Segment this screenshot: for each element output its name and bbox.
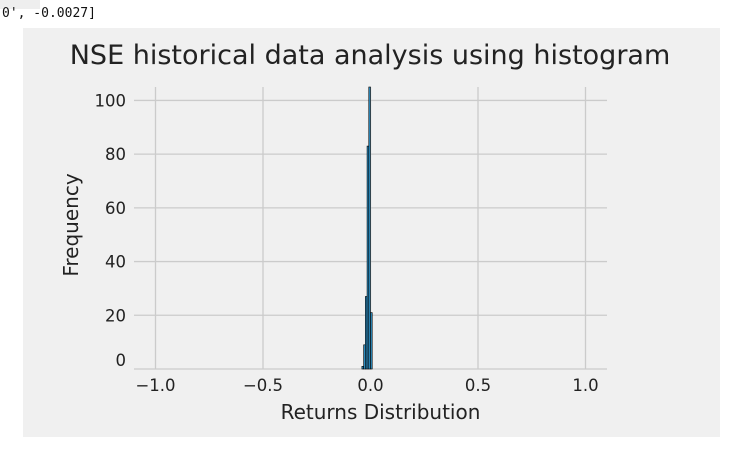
x-tick-label: 1.0 [572,376,598,395]
chart-title: NSE historical data analysis using histo… [70,40,671,71]
histogram-chart: NSE historical data analysis using histo… [23,28,720,437]
cell-output-text: 0', -0.0027] [2,6,96,21]
histogram-bar [370,312,373,370]
chart-svg: NSE historical data analysis using histo… [59,40,671,424]
x-tick-label: 0.0 [357,376,383,395]
y-tick-label: 60 [105,199,126,218]
x-tick-labels: −1.0 −0.5 0.0 0.5 1.0 [135,376,598,395]
y-tick-labels: 0 20 40 60 80 100 [95,91,127,370]
x-tick-label: 0.5 [465,376,491,395]
y-tick-label: 0 [116,351,127,370]
histogram-bar [368,86,371,370]
cell-output-line: 0', -0.0027] [0,0,751,28]
x-tick-label: −0.5 [243,376,283,395]
y-axis-label: Frequency [59,173,83,276]
output-highlight [0,0,40,9]
y-tick-label: 100 [95,91,127,110]
y-tick-label: 80 [105,145,126,164]
histogram-bars [361,86,373,370]
x-tick-label: −1.0 [135,376,175,395]
y-tick-label: 40 [105,253,126,272]
x-axis-label: Returns Distribution [281,400,481,424]
y-tick-label: 20 [105,306,126,325]
